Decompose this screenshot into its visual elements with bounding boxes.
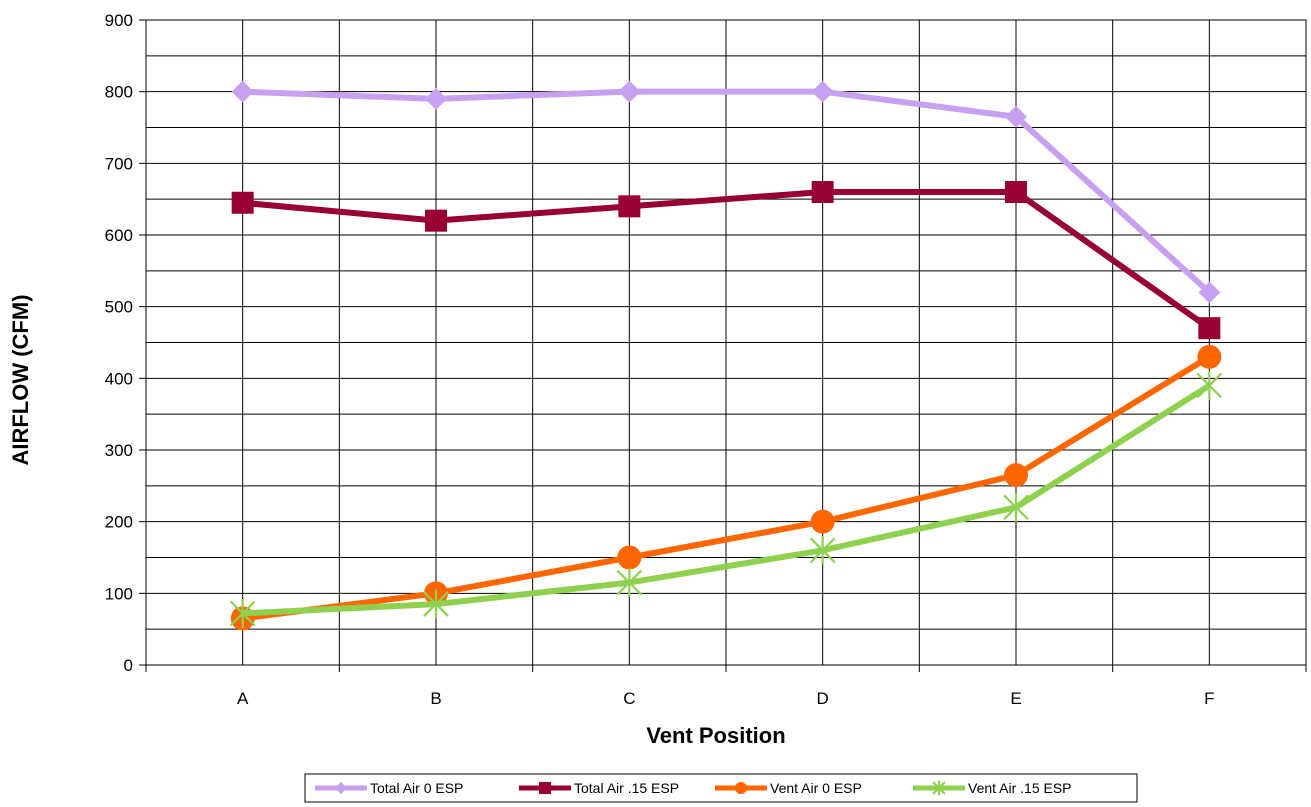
- data-point: [616, 568, 643, 597]
- series-3: [230, 344, 1222, 631]
- data-point: [809, 535, 836, 565]
- y-tick-label: 300: [105, 441, 133, 460]
- x-tick-label: B: [430, 689, 441, 708]
- legend: Total Air 0 ESP Total Air .15 ESP Vent Air…: [304, 773, 1138, 803]
- axes: 0 100 200 300 400 500 600 700 800 900 A B C D E F: [105, 11, 1307, 708]
- y-tick-label: 0: [124, 656, 133, 675]
- y-tick-label: 200: [105, 513, 133, 532]
- data-point: [617, 545, 642, 570]
- x-tick-label: A: [237, 689, 249, 708]
- data-point: [1003, 492, 1029, 522]
- data-point: [811, 181, 834, 203]
- series-1: [231, 80, 1221, 304]
- x-tick-label: F: [1204, 689, 1214, 708]
- x-tick-label: C: [623, 689, 635, 708]
- y-tick-label: 400: [105, 369, 133, 388]
- series-line: [242, 189, 1212, 331]
- legend-label: Vent Air .15 ESP: [968, 780, 1072, 796]
- data-point: [231, 80, 254, 103]
- y-tick-label: 100: [105, 584, 133, 603]
- y-tick-label: 800: [105, 83, 133, 102]
- legend-item: Vent Air .15 ESP: [913, 780, 1072, 796]
- y-tick-label: 600: [105, 226, 133, 245]
- data-point: [1004, 463, 1028, 488]
- legend-marker: [735, 782, 747, 794]
- legend-label: Total Air .15 ESP: [574, 780, 679, 796]
- data-point: [1005, 181, 1027, 203]
- series-line: [242, 88, 1212, 295]
- legend-label: Vent Air 0 ESP: [770, 780, 862, 796]
- series-line: [242, 354, 1211, 622]
- legend-marker: [932, 780, 946, 796]
- data-point: [1198, 317, 1221, 340]
- x-tick-label: E: [1010, 689, 1021, 708]
- legend-label: Total Air 0 ESP: [370, 780, 463, 796]
- grid: [145, 19, 1307, 666]
- y-axis-title: AIRFLOW (CFM): [8, 294, 33, 465]
- data-point: [425, 87, 447, 110]
- y-tick-label: 900: [105, 11, 133, 30]
- legend-marker: [335, 782, 347, 794]
- data-point: [618, 195, 641, 218]
- legend-marker: [539, 782, 551, 794]
- data-point: [231, 191, 254, 214]
- legend-item: Total Air 0 ESP: [315, 780, 463, 796]
- x-axis-title: Vent Position: [646, 723, 785, 748]
- y-tick-label: 700: [105, 154, 133, 173]
- legend-item: Total Air .15 ESP: [519, 780, 679, 796]
- data-point: [1198, 281, 1221, 304]
- data-point: [425, 209, 447, 232]
- legend-item: Vent Air 0 ESP: [715, 780, 862, 796]
- data-point: [1196, 371, 1223, 400]
- series-line: [242, 382, 1211, 617]
- data-point: [810, 509, 835, 534]
- series-group: [229, 80, 1223, 631]
- series-4: [229, 371, 1223, 628]
- data-point: [618, 80, 641, 103]
- data-point: [811, 80, 834, 103]
- data-point: [229, 599, 256, 628]
- data-point: [1005, 105, 1027, 128]
- x-tick-label: D: [817, 689, 829, 708]
- data-point: [423, 589, 449, 619]
- data-point: [1197, 344, 1222, 369]
- series-2: [231, 181, 1221, 340]
- y-tick-label: 500: [105, 298, 133, 317]
